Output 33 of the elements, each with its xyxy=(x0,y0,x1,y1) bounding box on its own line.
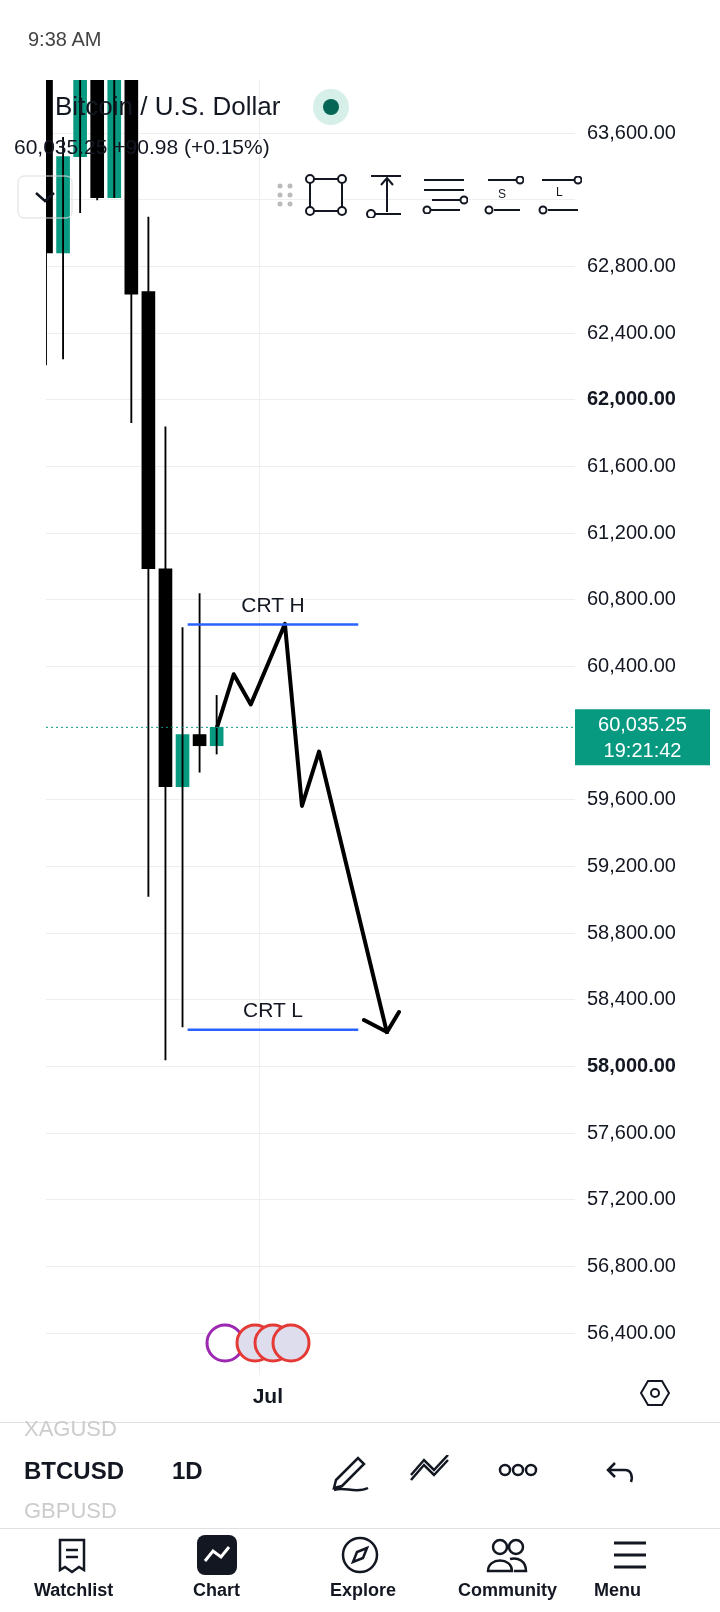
text: Chart xyxy=(193,1580,241,1601)
text: 19:21:42 xyxy=(603,738,682,761)
y-tick-label: 58,800.00 xyxy=(587,920,676,943)
y-tick-label: 57,200.00 xyxy=(587,1187,676,1210)
text: 9:38 AM xyxy=(28,28,102,51)
text: Explore xyxy=(330,1580,397,1601)
annotation: L xyxy=(556,185,563,199)
annotation: S xyxy=(498,187,507,201)
y-tick-label: 62,400.00 xyxy=(587,320,676,343)
y-tick-label: 58,000.00 xyxy=(587,1054,676,1077)
text: Menu xyxy=(594,1580,641,1601)
text: Watchlist xyxy=(34,1580,114,1601)
x-tick-label: Jul xyxy=(252,1384,284,1408)
text: 1D xyxy=(172,1457,203,1485)
y-tick-label: 58,400.00 xyxy=(587,987,676,1010)
y-tick-label: 60,800.00 xyxy=(587,587,676,610)
ref-line-label: CRT H xyxy=(241,592,305,616)
y-tick-label: 62,000.00 xyxy=(587,387,676,410)
y-tick-label: 56,800.00 xyxy=(587,1254,676,1276)
y-tick-label: 61,200.00 xyxy=(587,520,676,543)
text: Community xyxy=(458,1580,557,1601)
y-tick-label: 56,400.00 xyxy=(587,1320,676,1343)
drawing-toolbar: S L xyxy=(266,160,588,226)
ref-line-label: 60,035.25 xyxy=(598,712,687,735)
y-tick-label: 57,600.00 xyxy=(587,1120,676,1143)
y-tick-label: 59,600.00 xyxy=(587,787,676,810)
y-tick-label: 63,600.00 xyxy=(587,120,676,143)
y-tick-label: 60,400.00 xyxy=(587,654,676,677)
ref-line-label: CRT L xyxy=(243,998,303,1022)
y-tick-label: 62,800.00 xyxy=(587,254,676,277)
y-tick-label: 61,600.00 xyxy=(587,454,676,477)
text: BTCUSD xyxy=(24,1457,124,1485)
y-tick-label: 59,200.00 xyxy=(587,854,676,877)
